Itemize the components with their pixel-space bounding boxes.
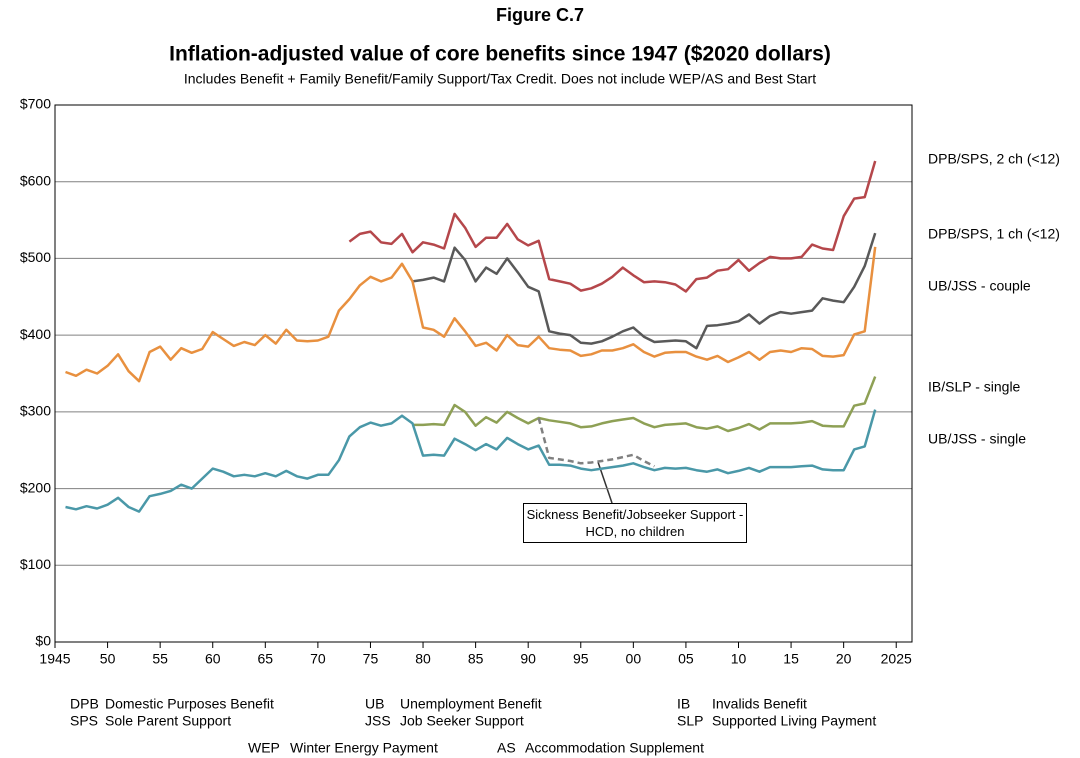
x-tick-label: 15 <box>783 651 799 667</box>
abbr-text: Sole Parent Support <box>105 713 231 729</box>
abbr-text: Unemployment Benefit <box>400 696 542 712</box>
annotation: Sickness Benefit/Jobseeker Support - HCD… <box>523 503 747 543</box>
x-tick-label: 70 <box>310 651 326 667</box>
x-tick-label: 20 <box>836 651 852 667</box>
abbr-key: SPS <box>70 713 98 729</box>
series-line <box>412 376 877 433</box>
x-tick-label: 55 <box>152 651 168 667</box>
x-tick-label: 50 <box>100 651 116 667</box>
y-tick-label: $700 <box>20 96 51 112</box>
y-tick-label: $100 <box>20 556 51 572</box>
x-tick-label: 60 <box>205 651 221 667</box>
abbr-text: Accommodation Supplement <box>525 740 704 756</box>
x-tick-label: 10 <box>731 651 747 667</box>
abbr-key: AS <box>497 740 516 756</box>
x-tick-label: 95 <box>573 651 589 667</box>
x-tick-label: 80 <box>415 651 431 667</box>
plot-frame <box>54 104 913 643</box>
abbr-text: Invalids Benefit <box>712 696 807 712</box>
y-tick-label: $0 <box>35 633 51 649</box>
x-tick-label: 65 <box>258 651 274 667</box>
series-line <box>65 409 877 513</box>
y-tick-label: $200 <box>20 479 51 495</box>
series-line <box>537 417 655 468</box>
abbr-key: JSS <box>365 713 391 729</box>
chart-note: Includes Benefit + Family Benefit/Family… <box>184 71 816 87</box>
series-label: UB/JSS - couple <box>928 278 1031 294</box>
series-label: DPB/SPS, 1 ch (<12) <box>928 226 1060 242</box>
x-tick-label: 05 <box>678 651 694 667</box>
x-tick-label: 1945 <box>39 651 70 667</box>
chart-subtitle: Inflation-adjusted value of core benefit… <box>169 43 831 66</box>
series-line <box>65 246 877 383</box>
x-tick-label: 75 <box>363 651 379 667</box>
y-tick-label: $500 <box>20 249 51 265</box>
abbr-key: UB <box>365 696 384 712</box>
x-tick-label: 90 <box>520 651 536 667</box>
abbr-text: Supported Living Payment <box>712 713 876 729</box>
series-label: IB/SLP - single <box>928 379 1021 395</box>
chart-title: Figure C.7 <box>496 5 584 25</box>
abbr-text: Job Seeker Support <box>400 713 524 729</box>
x-tick-label: 2025 <box>881 651 912 667</box>
abbr-key: WEP <box>248 740 280 756</box>
abbr-key: IB <box>677 696 690 712</box>
abbr-text: Domestic Purposes Benefit <box>105 696 274 712</box>
y-tick-label: $300 <box>20 403 51 419</box>
y-tick-label: $400 <box>20 326 51 342</box>
abbr-key: SLP <box>677 713 703 729</box>
series-line <box>412 232 877 350</box>
abbr-text: Winter Energy Payment <box>290 740 438 756</box>
series-label: DPB/SPS, 2 ch (<12) <box>928 151 1060 167</box>
y-tick-label: $600 <box>20 172 51 188</box>
series-label: UB/JSS - single <box>928 431 1026 447</box>
series-line <box>348 160 877 293</box>
x-tick-label: 00 <box>626 651 642 667</box>
abbr-key: DPB <box>70 696 99 712</box>
x-tick-label: 85 <box>468 651 484 667</box>
